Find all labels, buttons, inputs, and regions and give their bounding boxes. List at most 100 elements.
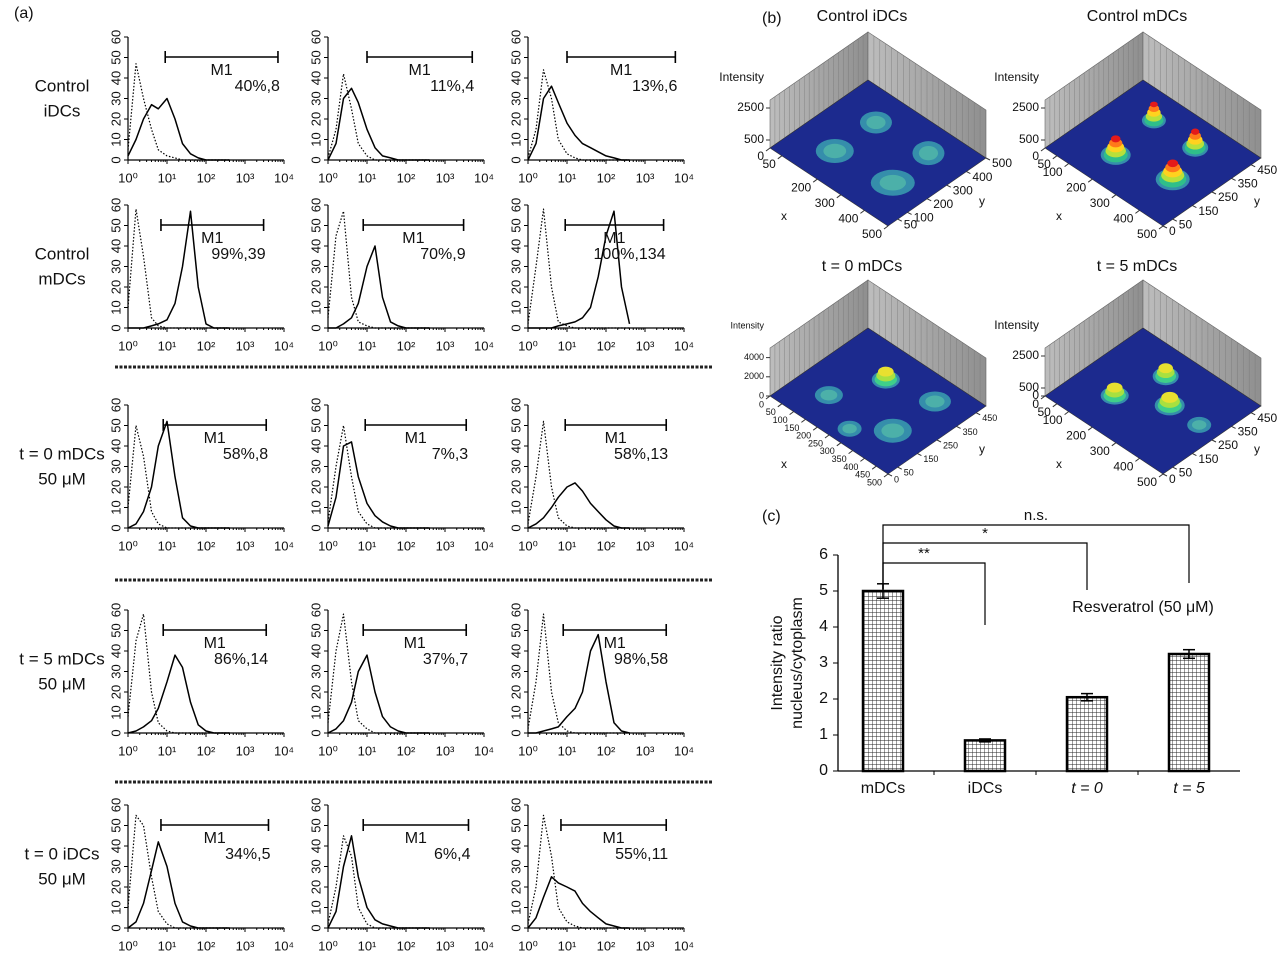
page: (a) (b) (c) ControliDCsControlmDCst = 0 … (0, 0, 1282, 960)
x-tick-label: 10² (397, 170, 416, 185)
x-tick-label: 10³ (236, 538, 255, 553)
x-tick (872, 466, 876, 469)
x-tick-label: 10¹ (358, 170, 377, 185)
x-tick-label: 300 (1090, 444, 1110, 458)
x-tick-label: 10⁴ (274, 170, 294, 185)
x-tick-label: 400 (1113, 212, 1133, 226)
y-tick-label: 50 (508, 623, 523, 637)
gate-label: M1 (201, 230, 223, 247)
x-tick-label: 10⁴ (474, 938, 494, 953)
y-tick-label: 50 (108, 418, 123, 432)
x-tick-label: 50 (762, 157, 776, 171)
x-tick-label: 10¹ (558, 170, 577, 185)
y-tick-label: 0 (108, 924, 123, 931)
y-tick-label: 0 (108, 324, 123, 331)
histogram-curve (128, 614, 230, 733)
y-tick-label: 30 (108, 259, 123, 273)
x-tick-label: 10³ (236, 170, 255, 185)
x-tick-label: 300 (1090, 196, 1110, 210)
x-tick-label: 0 (759, 399, 764, 409)
y-tick-label: 40 (508, 439, 523, 453)
y-tick-label: 200 (933, 197, 953, 211)
y-tick-label: 20 (108, 880, 123, 894)
gate-stats: 99%,39 (211, 246, 265, 263)
x-tick-label: 10¹ (358, 743, 377, 758)
y-tick (1212, 192, 1216, 194)
histogram-curve (528, 70, 630, 160)
histogram-curve (328, 655, 430, 733)
y-tick-label: 50 (308, 818, 323, 832)
x-tick (1053, 404, 1057, 407)
y-tick-label: 40 (108, 839, 123, 853)
x-tick-label: 10⁰ (118, 338, 138, 353)
panel-label: (b) (762, 10, 782, 27)
x-tick-label: 10⁰ (118, 538, 138, 553)
x-tick-label: 10¹ (558, 338, 577, 353)
x-tick (1135, 210, 1139, 213)
significance-label: ** (918, 545, 930, 562)
y-tick-label: 60 (508, 603, 523, 617)
y-tick-label: 60 (308, 398, 323, 412)
y-tick (1173, 467, 1177, 469)
y-tick-label: 0 (508, 729, 523, 736)
y-tick-label: 60 (508, 398, 523, 412)
y-tick-label: 20 (308, 880, 323, 894)
y-tick-label: 10 (108, 132, 123, 146)
y-axis-label: nucleus/cytoplasm (789, 597, 806, 729)
y-tick-label: 20 (108, 480, 123, 494)
row-label: t = 0 iDCs (24, 844, 99, 863)
y-tick-label: 0 (308, 729, 323, 736)
y-tick-label: 6 (819, 546, 828, 563)
y-tick-label: 40 (308, 239, 323, 253)
gate-stats: 55%,11 (615, 846, 668, 863)
x-tick-label: 10⁰ (318, 338, 338, 353)
y-tick-label: 60 (508, 198, 523, 212)
subplot-title: t = 0 mDCs (822, 258, 902, 275)
y-tick-label: 60 (308, 30, 323, 44)
y-tick-label: 20 (308, 112, 323, 126)
y-tick-label: 0 (508, 156, 523, 163)
z-axis-label: Intensity (730, 320, 764, 330)
y-tick (957, 426, 961, 428)
x-tick-label: 10² (397, 938, 416, 953)
cell-peak (1161, 392, 1178, 403)
y-tick-label: 50 (1179, 465, 1193, 479)
y-tick-label: 40 (108, 439, 123, 453)
y-tick (908, 212, 912, 214)
cell (919, 146, 938, 160)
z-tick-label: 4000 (744, 352, 764, 362)
x-tick-label: t = 0 (1071, 780, 1103, 797)
y-tick-label: 150 (1198, 452, 1218, 466)
gate-stats: 37%,7 (423, 651, 468, 668)
gate-label: M1 (404, 635, 426, 652)
cell (925, 395, 944, 407)
z-tick-label: 500 (1019, 132, 1039, 146)
y-tick (1232, 178, 1236, 180)
y-tick-label: 0 (308, 324, 323, 331)
y-tick (986, 158, 990, 160)
y-tick (917, 454, 921, 456)
y-tick-label: 0 (108, 524, 123, 531)
y-tick-label: 0 (508, 524, 523, 531)
y-tick-label: 10 (508, 300, 523, 314)
histogram-curve (328, 442, 430, 528)
gate-label: M1 (405, 430, 427, 447)
figure: (a) (b) (c) ControliDCsControlmDCst = 0 … (0, 0, 1282, 960)
y-tick-label: 30 (508, 459, 523, 473)
gate-stats: 100%,134 (594, 246, 666, 263)
x-tick-label: 10² (397, 538, 416, 553)
x-tick-label: 10¹ (358, 938, 377, 953)
z-axis-label: Intensity (719, 70, 764, 84)
x-tick-label: 10⁴ (274, 743, 294, 758)
x-tick-label: 10³ (236, 743, 255, 758)
y-tick-label: 40 (508, 239, 523, 253)
y-tick-label: 60 (308, 198, 323, 212)
z-tick-label: 0 (759, 390, 764, 400)
y-tick-label: 40 (308, 439, 323, 453)
x-tick-label: 10² (597, 338, 616, 353)
y-tick-label: 0 (108, 729, 123, 736)
y-tick-label: 40 (308, 839, 323, 853)
x-tick-label: 10³ (436, 743, 455, 758)
x-tick-label: 10³ (636, 538, 655, 553)
y-axis-label: Intensity ratio (769, 615, 786, 710)
